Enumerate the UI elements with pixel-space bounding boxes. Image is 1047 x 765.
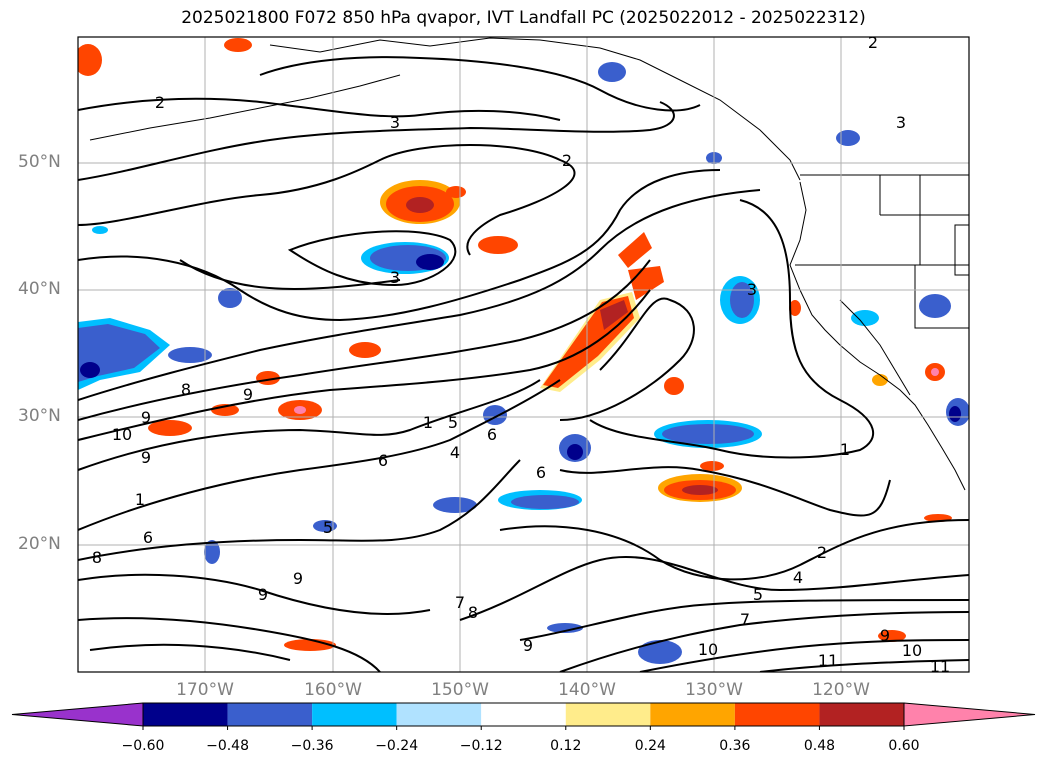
colorbar-tick-label: −0.48 [206, 738, 249, 754]
colorbar [11, 702, 1036, 730]
contour-label: 9 [243, 385, 253, 404]
lon-label: 140°W [558, 680, 616, 700]
contour-label: 10 [698, 640, 718, 659]
contour-label: 6 [378, 451, 388, 470]
contour-label: 8 [92, 548, 102, 567]
political-borders [795, 174, 969, 329]
contour-label: 9 [293, 569, 303, 588]
colorbar-tick-label: 0.24 [634, 738, 666, 754]
figure-title: 2025021800 F072 850 hPa qvapor, IVT Land… [181, 8, 866, 28]
contour-label: 5 [753, 585, 763, 604]
contour-label: 1 [423, 413, 433, 432]
contour-label: 9 [258, 585, 268, 604]
contour-label: 6 [536, 463, 546, 482]
lon-label: 170°W [176, 680, 234, 700]
lat-label: 30°N [18, 406, 61, 426]
colorbar-segment [565, 703, 651, 726]
contour-label: 2 [155, 93, 165, 112]
contour-label: 9 [141, 448, 151, 467]
contour-label: 8 [468, 603, 478, 622]
colorbar-tick-label: −0.60 [121, 738, 165, 754]
contour-label: 5 [323, 518, 333, 537]
colorbar-segment [481, 703, 566, 726]
contour-label: 7 [740, 610, 750, 629]
contour-label: 8 [181, 380, 191, 399]
colorbar-tick-label: 0.48 [803, 738, 836, 754]
lat-label: 20°N [18, 534, 61, 554]
lon-label: 160°W [304, 680, 362, 700]
lat-label: 40°N [18, 279, 61, 299]
contour-label: 11 [818, 651, 838, 670]
colorbar-extension-low [11, 702, 144, 727]
contour-label: 6 [487, 425, 497, 444]
contour-label: 4 [793, 568, 803, 587]
colorbar-extension-high [903, 702, 1036, 727]
contour-label: 6 [143, 528, 153, 547]
colorbar-segment [819, 703, 904, 726]
colorbar-segment [734, 703, 820, 726]
colorbar-tick-label: −0.36 [290, 738, 334, 754]
map-frame [77, 36, 970, 673]
colorbar-tick-label: 0.12 [550, 738, 582, 754]
positive-anomaly-regions [78, 38, 952, 651]
contour-label: 3 [390, 113, 400, 132]
contour-label: 2 [562, 151, 572, 170]
lon-label: 130°W [685, 680, 743, 700]
lat-label: 50°N [18, 152, 61, 172]
contour-label: 2 [817, 543, 827, 562]
contour-label: 3 [896, 113, 906, 132]
colorbar-tick-label: −0.24 [375, 738, 419, 754]
graticule [78, 37, 969, 672]
colorbar-tick-label: −0.12 [459, 738, 503, 754]
lon-label: 120°W [812, 680, 870, 700]
colorbar-segment [143, 703, 228, 726]
contour-label: 9 [141, 408, 151, 427]
contour-label: 4 [450, 443, 460, 462]
contour-label: 5 [448, 413, 458, 432]
colorbar-segment [227, 703, 313, 726]
lon-label: 150°W [431, 680, 489, 700]
contour-labels: 2 2 3 2 3 3 8 9 10 9 9 1 5 6 4 6 5 6 1 2… [92, 33, 950, 676]
negative-anomaly-regions [78, 62, 969, 664]
contour-label: 3 [747, 280, 757, 299]
contour-label: 9 [523, 636, 533, 655]
colorbar-segment [396, 703, 482, 726]
contour-label: 9 [880, 626, 890, 645]
colorbar-tick-label: 0.36 [719, 738, 751, 754]
colorbar-tick-label: 0.60 [888, 738, 920, 754]
contour-label: 7 [455, 593, 465, 612]
ivt-contours [78, 56, 969, 672]
colorbar-frame [142, 702, 905, 727]
contour-label: 10 [112, 425, 132, 444]
contour-label: 10 [902, 641, 922, 660]
coastline [89, 37, 966, 491]
colorbar-segment [650, 703, 735, 726]
contour-label: 2 [868, 33, 878, 52]
map-background [78, 37, 969, 672]
contour-label: 1 [135, 490, 145, 509]
contour-label: 1 [840, 440, 850, 459]
colorbar-segment [312, 703, 397, 726]
contour-label: 3 [390, 268, 400, 287]
contour-label: 11 [930, 657, 950, 676]
